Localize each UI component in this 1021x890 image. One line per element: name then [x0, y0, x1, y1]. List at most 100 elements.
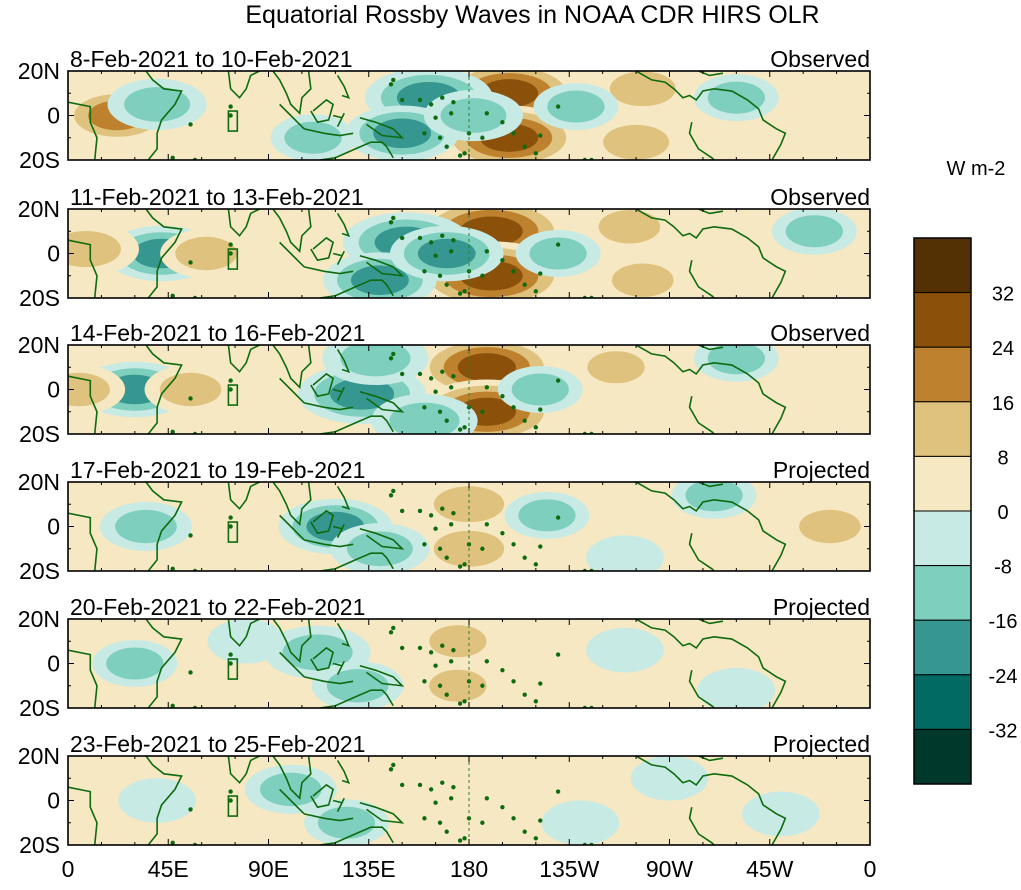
- island-dot: [533, 289, 539, 294]
- island-dot: [391, 77, 396, 83]
- island-dot: [228, 113, 233, 118]
- island-dot: [555, 242, 561, 247]
- coastline: [698, 756, 724, 762]
- anomaly-blob: [99, 502, 192, 551]
- colorbar-tick-label: -32: [989, 720, 1018, 742]
- island-dot: [448, 111, 454, 116]
- island-dot: [448, 659, 454, 664]
- y-tick-label: 0: [47, 377, 60, 403]
- coastline: [635, 619, 787, 708]
- island-dot: [417, 645, 423, 651]
- anomaly-contour: [115, 509, 177, 544]
- anomaly-blob: [92, 640, 178, 687]
- island-dot: [555, 515, 561, 520]
- coastline: [272, 482, 312, 526]
- coastline: [145, 345, 183, 434]
- panel-5: 20N 0 20S 20-Feb-2021 to 22-Feb-2021 Project…: [18, 594, 871, 721]
- coastline: [227, 209, 260, 237]
- colorbar-swatch: [913, 455, 972, 512]
- island-dot: [422, 405, 427, 410]
- panel-plot-area: [68, 345, 870, 434]
- island-dot: [388, 82, 394, 87]
- island-dot: [228, 515, 233, 520]
- island-dot: [533, 425, 539, 430]
- island-dot: [228, 524, 233, 529]
- colorbar: 32 24 16 8 0 -8 -16 -24 -32: [913, 237, 1018, 785]
- anomaly-blob: [671, 482, 757, 519]
- island-dot: [422, 131, 427, 136]
- anomaly-blob: [586, 627, 664, 673]
- island-dot: [448, 249, 454, 254]
- island-dot: [480, 820, 485, 825]
- coastline: [688, 396, 715, 434]
- island-dot: [228, 104, 233, 109]
- island-dot: [457, 838, 463, 843]
- coastline: [332, 112, 345, 127]
- coastline: [227, 71, 260, 99]
- colorbar-tick-label: 24: [992, 338, 1014, 360]
- island-dot: [555, 104, 561, 109]
- anomaly-contour: [518, 499, 576, 532]
- anomaly-blob: [541, 800, 620, 845]
- anomaly-contour: [430, 756, 508, 801]
- island-dot: [462, 151, 467, 156]
- island-dot: [462, 699, 467, 704]
- island-dot: [457, 291, 463, 296]
- y-tick-label: 20S: [19, 147, 60, 173]
- colorbar-tick-label: -8: [994, 557, 1012, 579]
- coastline: [68, 786, 98, 845]
- island-dot: [388, 356, 394, 361]
- coastline: [279, 103, 305, 130]
- island-dot: [433, 663, 438, 668]
- x-tick-label: 45E: [148, 856, 189, 882]
- region-box: [227, 658, 239, 680]
- island-dot: [422, 542, 427, 547]
- anomaly-contour: [547, 90, 605, 123]
- coastline: [272, 619, 312, 663]
- island-dot: [188, 807, 193, 812]
- island-dot: [428, 376, 434, 381]
- x-tick-label: 45W: [746, 856, 794, 882]
- anomaly-blob: [371, 393, 478, 434]
- island-dot: [440, 643, 445, 648]
- colorbar-tick-label: 32: [992, 284, 1014, 306]
- island-dot: [451, 647, 456, 653]
- coastline: [635, 71, 787, 160]
- y-tick-label: 20S: [19, 285, 60, 311]
- island-dot: [555, 789, 561, 794]
- anomaly-blob: [144, 365, 237, 414]
- anomaly-blob: [586, 535, 664, 571]
- island-dot: [522, 692, 527, 697]
- colorbar-tick-label: 16: [992, 393, 1014, 415]
- island-dot: [500, 257, 505, 263]
- island-dot: [484, 659, 490, 664]
- island-dot: [484, 249, 490, 254]
- region-box: [227, 521, 239, 543]
- coastline: [279, 241, 305, 268]
- anomaly-blob: [573, 345, 659, 391]
- island-dot: [170, 155, 175, 160]
- island-dot: [170, 293, 175, 298]
- anomaly-blob: [533, 83, 619, 130]
- anomaly-blob: [330, 523, 430, 571]
- coastline: [688, 807, 715, 845]
- anomaly-contour: [417, 238, 476, 269]
- x-tick-label: 135E: [342, 856, 396, 882]
- coastline: [145, 619, 183, 708]
- island-dot: [480, 135, 485, 140]
- island-dot: [511, 405, 516, 410]
- colorbar-swatch: [913, 401, 972, 457]
- panel-date-range: 20-Feb-2021 to 22-Feb-2021: [70, 594, 365, 620]
- y-tick-label: 20N: [18, 58, 60, 84]
- anomaly-blob: [430, 756, 508, 801]
- anomaly-contour: [611, 263, 674, 297]
- island-dot: [228, 652, 233, 657]
- island-dot: [484, 385, 490, 390]
- y-tick-label: 0: [47, 241, 60, 267]
- island-dot: [451, 237, 456, 243]
- island-dot: [440, 780, 445, 785]
- island-dot: [433, 115, 438, 120]
- coastline: [272, 345, 312, 389]
- anomaly-blob: [68, 365, 126, 414]
